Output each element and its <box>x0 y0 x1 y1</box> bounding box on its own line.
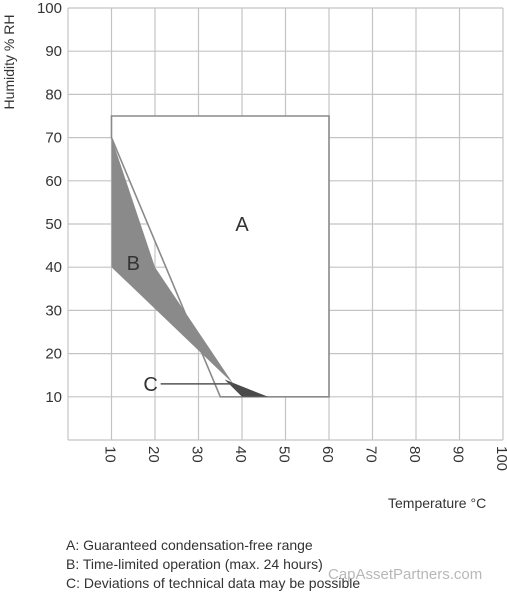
region-label-a: A <box>235 214 249 236</box>
region-a <box>110 115 330 398</box>
legend-item-c: C: Deviations of technical data may be p… <box>66 575 361 591</box>
x-tick-label: 60 <box>319 446 336 463</box>
x-tick-label: 90 <box>450 446 467 463</box>
x-tick-label: 80 <box>406 446 423 463</box>
y-tick-label: 10 <box>45 389 62 406</box>
y-tick-label: 30 <box>45 302 62 319</box>
y-tick-label: 20 <box>45 346 62 363</box>
x-tick-label: 100 <box>493 446 507 471</box>
x-axis-title: Temperature °C <box>388 495 486 511</box>
x-tick-label: 20 <box>145 446 162 463</box>
watermark: CapAssetPartners.com <box>328 566 483 583</box>
y-tick-label: 70 <box>45 130 62 147</box>
legend-item-a: A: Guaranteed condensation-free range <box>66 537 313 553</box>
chart-region-labels: A B C <box>127 214 250 396</box>
x-tick-label: 70 <box>363 446 380 463</box>
x-tick-label: 30 <box>189 446 206 463</box>
region-b <box>111 137 242 397</box>
legend-item-b: B: Time-limited operation (max. 24 hours… <box>66 556 323 572</box>
y-tick-label: 50 <box>45 216 62 233</box>
region-label-b: B <box>127 253 140 275</box>
x-tick-label: 40 <box>232 446 249 463</box>
x-tick-label: 10 <box>102 446 119 463</box>
x-tick-label: 50 <box>276 446 293 463</box>
region-label-c: C <box>143 374 157 396</box>
y-tick-label: 80 <box>45 86 62 103</box>
y-axis-ticks: 10 20 30 40 50 60 70 80 90 100 <box>37 0 62 406</box>
x-axis-ticks: 10 20 30 40 50 60 70 80 90 100 <box>102 446 507 471</box>
chart-regions <box>110 115 330 398</box>
y-tick-label: 60 <box>45 173 62 190</box>
legend: A: Guaranteed condensation-free range B:… <box>66 536 360 593</box>
y-tick-label: 100 <box>37 0 62 17</box>
y-tick-label: 90 <box>45 43 62 60</box>
y-tick-label: 40 <box>45 259 62 276</box>
y-axis-title: Humidity % RH <box>1 15 17 110</box>
region-c <box>224 379 269 397</box>
